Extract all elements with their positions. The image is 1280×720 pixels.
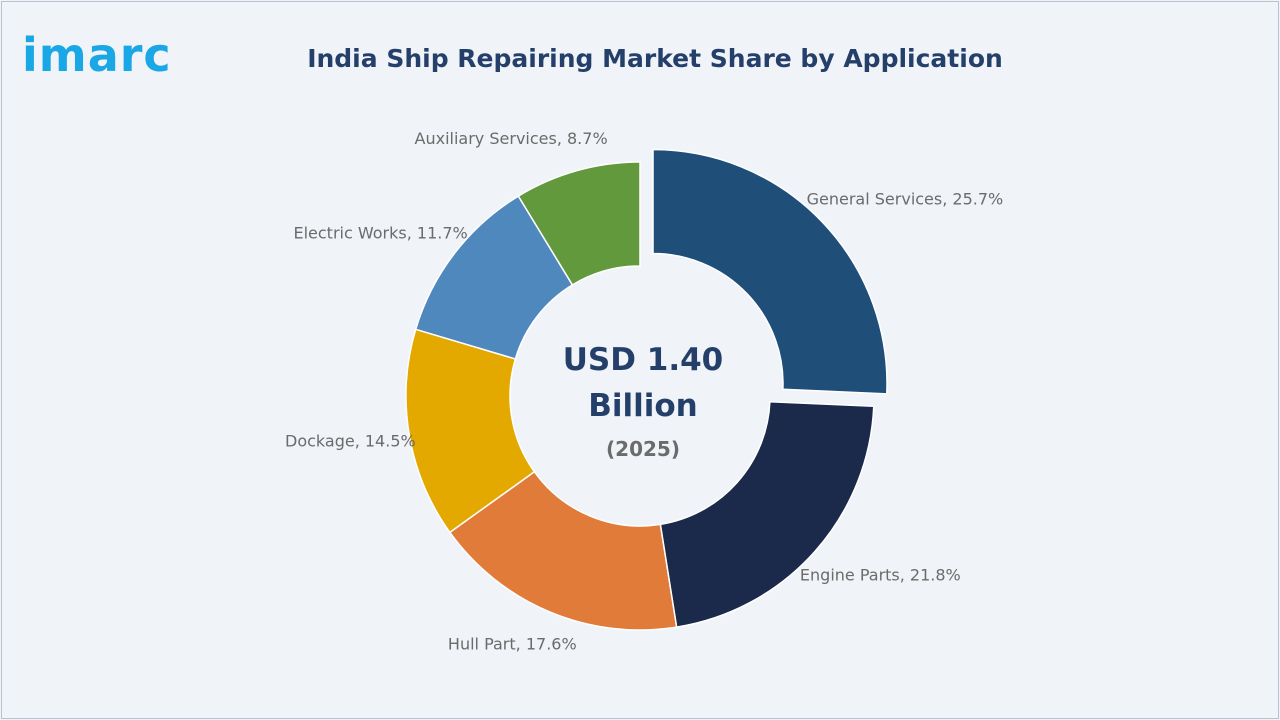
label-general-services: General Services, 25.7% — [807, 189, 1004, 208]
label-electric-works: Electric Works, 11.7% — [293, 223, 467, 242]
slice-general-services — [652, 148, 888, 395]
label-hull-part: Hull Part, 17.6% — [448, 634, 577, 653]
label-engine-parts: Engine Parts, 21.8% — [800, 565, 961, 584]
center-value-line-2: Billion — [588, 388, 698, 424]
slice-engine-parts — [659, 400, 875, 628]
chart-title: India Ship Repairing Market Share by App… — [307, 44, 1003, 73]
slice-auxiliary-services — [517, 161, 641, 286]
slice-hull-part — [448, 470, 678, 631]
imarc-logo: imarc — [22, 28, 172, 82]
label-dockage: Dockage, 14.5% — [285, 431, 416, 450]
center-value-line-1: USD 1.40 — [563, 342, 724, 378]
center-year: (2025) — [606, 437, 680, 461]
label-auxiliary-services: Auxiliary Services, 8.7% — [415, 129, 608, 148]
